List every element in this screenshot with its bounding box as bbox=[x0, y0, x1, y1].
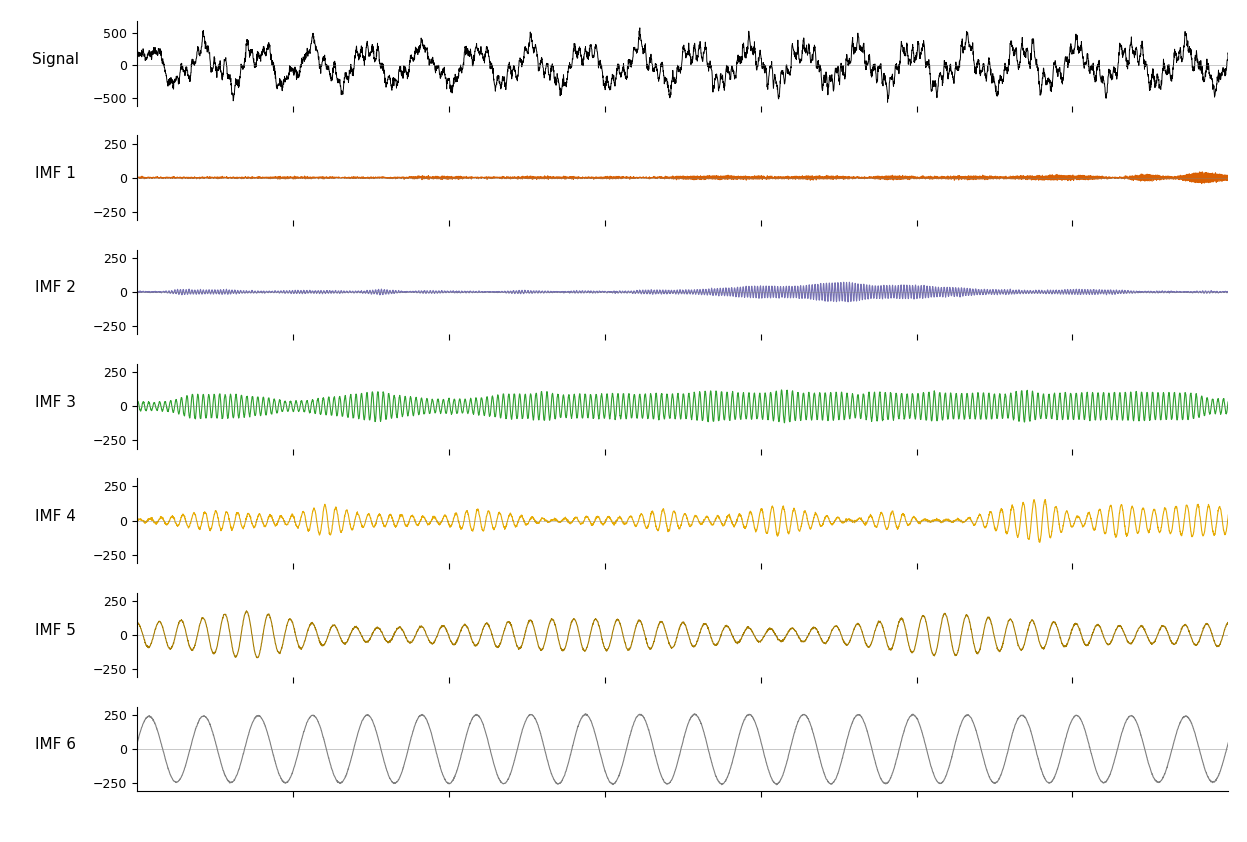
Y-axis label: IMF 4: IMF 4 bbox=[35, 509, 76, 524]
Y-axis label: IMF 1: IMF 1 bbox=[35, 166, 76, 181]
Y-axis label: IMF 2: IMF 2 bbox=[35, 280, 76, 296]
Y-axis label: IMF 6: IMF 6 bbox=[35, 738, 76, 753]
Y-axis label: IMF 5: IMF 5 bbox=[35, 623, 76, 638]
Y-axis label: Signal: Signal bbox=[32, 51, 79, 67]
Y-axis label: IMF 3: IMF 3 bbox=[35, 395, 76, 409]
